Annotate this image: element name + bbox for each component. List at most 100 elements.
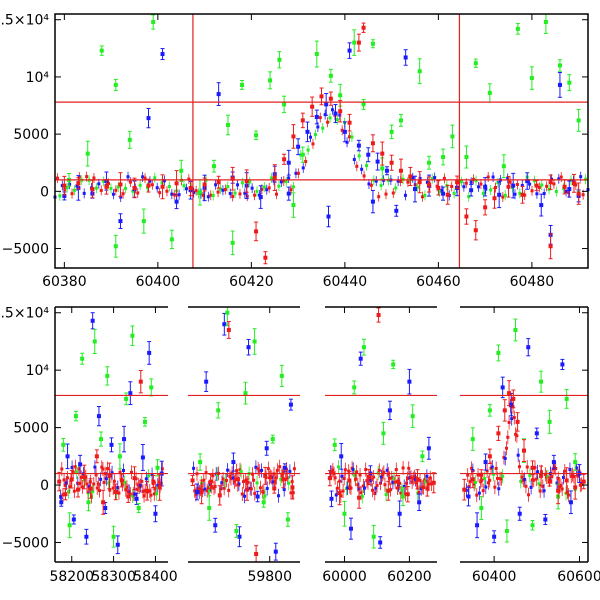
data-point (254, 229, 259, 234)
data-point (254, 551, 259, 556)
data-point (504, 528, 509, 533)
data-point (407, 379, 412, 384)
data-point (111, 534, 116, 539)
x-tick-label: 58400 (133, 569, 178, 585)
data-point (417, 500, 422, 505)
data-point (82, 475, 87, 479)
data-point (107, 473, 112, 478)
data-point (126, 494, 131, 499)
data-point (567, 80, 572, 85)
y-tick-label: −5000 (2, 242, 49, 258)
data-point (487, 90, 492, 95)
data-point (396, 479, 401, 484)
data-point (76, 487, 81, 492)
data-point (61, 442, 66, 447)
data-point (65, 454, 70, 459)
data-point (99, 437, 104, 442)
data-point (329, 496, 334, 501)
data-point (62, 193, 67, 198)
x-tick-label: 60200 (387, 569, 432, 585)
data-point (339, 454, 344, 459)
data-point (564, 396, 569, 401)
data-point (400, 494, 405, 499)
data-point (314, 52, 319, 57)
data-point (78, 462, 83, 467)
data-point (462, 487, 467, 492)
data-point (160, 184, 165, 189)
data-point (352, 385, 357, 390)
data-point (216, 180, 221, 185)
data-point (151, 479, 156, 484)
data-point (136, 506, 141, 511)
data-point (285, 517, 290, 522)
data-point (235, 477, 240, 482)
data-point (188, 185, 193, 190)
data-point (234, 528, 239, 533)
data-point (576, 191, 581, 196)
data-point (179, 168, 184, 173)
data-point (560, 362, 565, 367)
data-point (534, 183, 539, 188)
y-tick-label: 0 (40, 478, 49, 494)
x-tick-label: 60460 (416, 274, 461, 290)
data-point (217, 493, 222, 498)
y-tick-label: 0 (40, 184, 49, 200)
data-point (529, 76, 534, 81)
data-point (85, 151, 90, 156)
data-point (62, 183, 67, 188)
data-point (281, 477, 286, 482)
data-point (147, 350, 152, 355)
x-tick-label: 60440 (323, 274, 368, 290)
data-point (539, 203, 544, 208)
data-point (548, 244, 553, 249)
data-point (328, 73, 333, 78)
data-point (530, 465, 535, 470)
data-point (328, 96, 333, 101)
data-point (530, 523, 535, 528)
data-point (509, 402, 514, 407)
data-point (464, 214, 469, 219)
data-point (213, 523, 218, 528)
data-point (272, 175, 277, 180)
y-tick-label: 10⁴ (26, 363, 50, 379)
data-point (483, 184, 488, 189)
data-point (324, 102, 329, 107)
data-point (76, 181, 81, 186)
data-point (244, 179, 249, 184)
data-point (222, 322, 227, 327)
data-point (104, 184, 109, 189)
data-point (80, 356, 85, 361)
data-point (562, 184, 567, 189)
data-point (573, 460, 578, 465)
data-point (487, 454, 492, 459)
data-point (282, 157, 287, 162)
data-point (207, 506, 212, 511)
x-tick-label: 58200 (49, 569, 94, 585)
data-point (522, 448, 526, 453)
data-point (475, 523, 480, 528)
data-point (199, 489, 204, 494)
data-point (314, 114, 319, 119)
data-point (263, 473, 268, 478)
data-point (208, 479, 213, 484)
data-point (517, 511, 522, 516)
plot-frame (54, 13, 589, 269)
data-point (57, 479, 62, 484)
data-point (492, 534, 497, 539)
data-point (127, 137, 132, 142)
x-tick-label: 59800 (247, 569, 292, 585)
data-point (130, 333, 135, 338)
data-point (398, 118, 403, 123)
data-point (279, 373, 284, 378)
data-point (543, 20, 548, 25)
data-point (109, 442, 114, 447)
data-point (342, 511, 347, 516)
data-point (479, 472, 484, 477)
data-point (525, 179, 530, 184)
data-point (282, 465, 287, 470)
data-point (84, 534, 89, 539)
x-tick-label: 60420 (229, 274, 274, 290)
data-point (352, 40, 357, 45)
data-point (226, 327, 231, 332)
